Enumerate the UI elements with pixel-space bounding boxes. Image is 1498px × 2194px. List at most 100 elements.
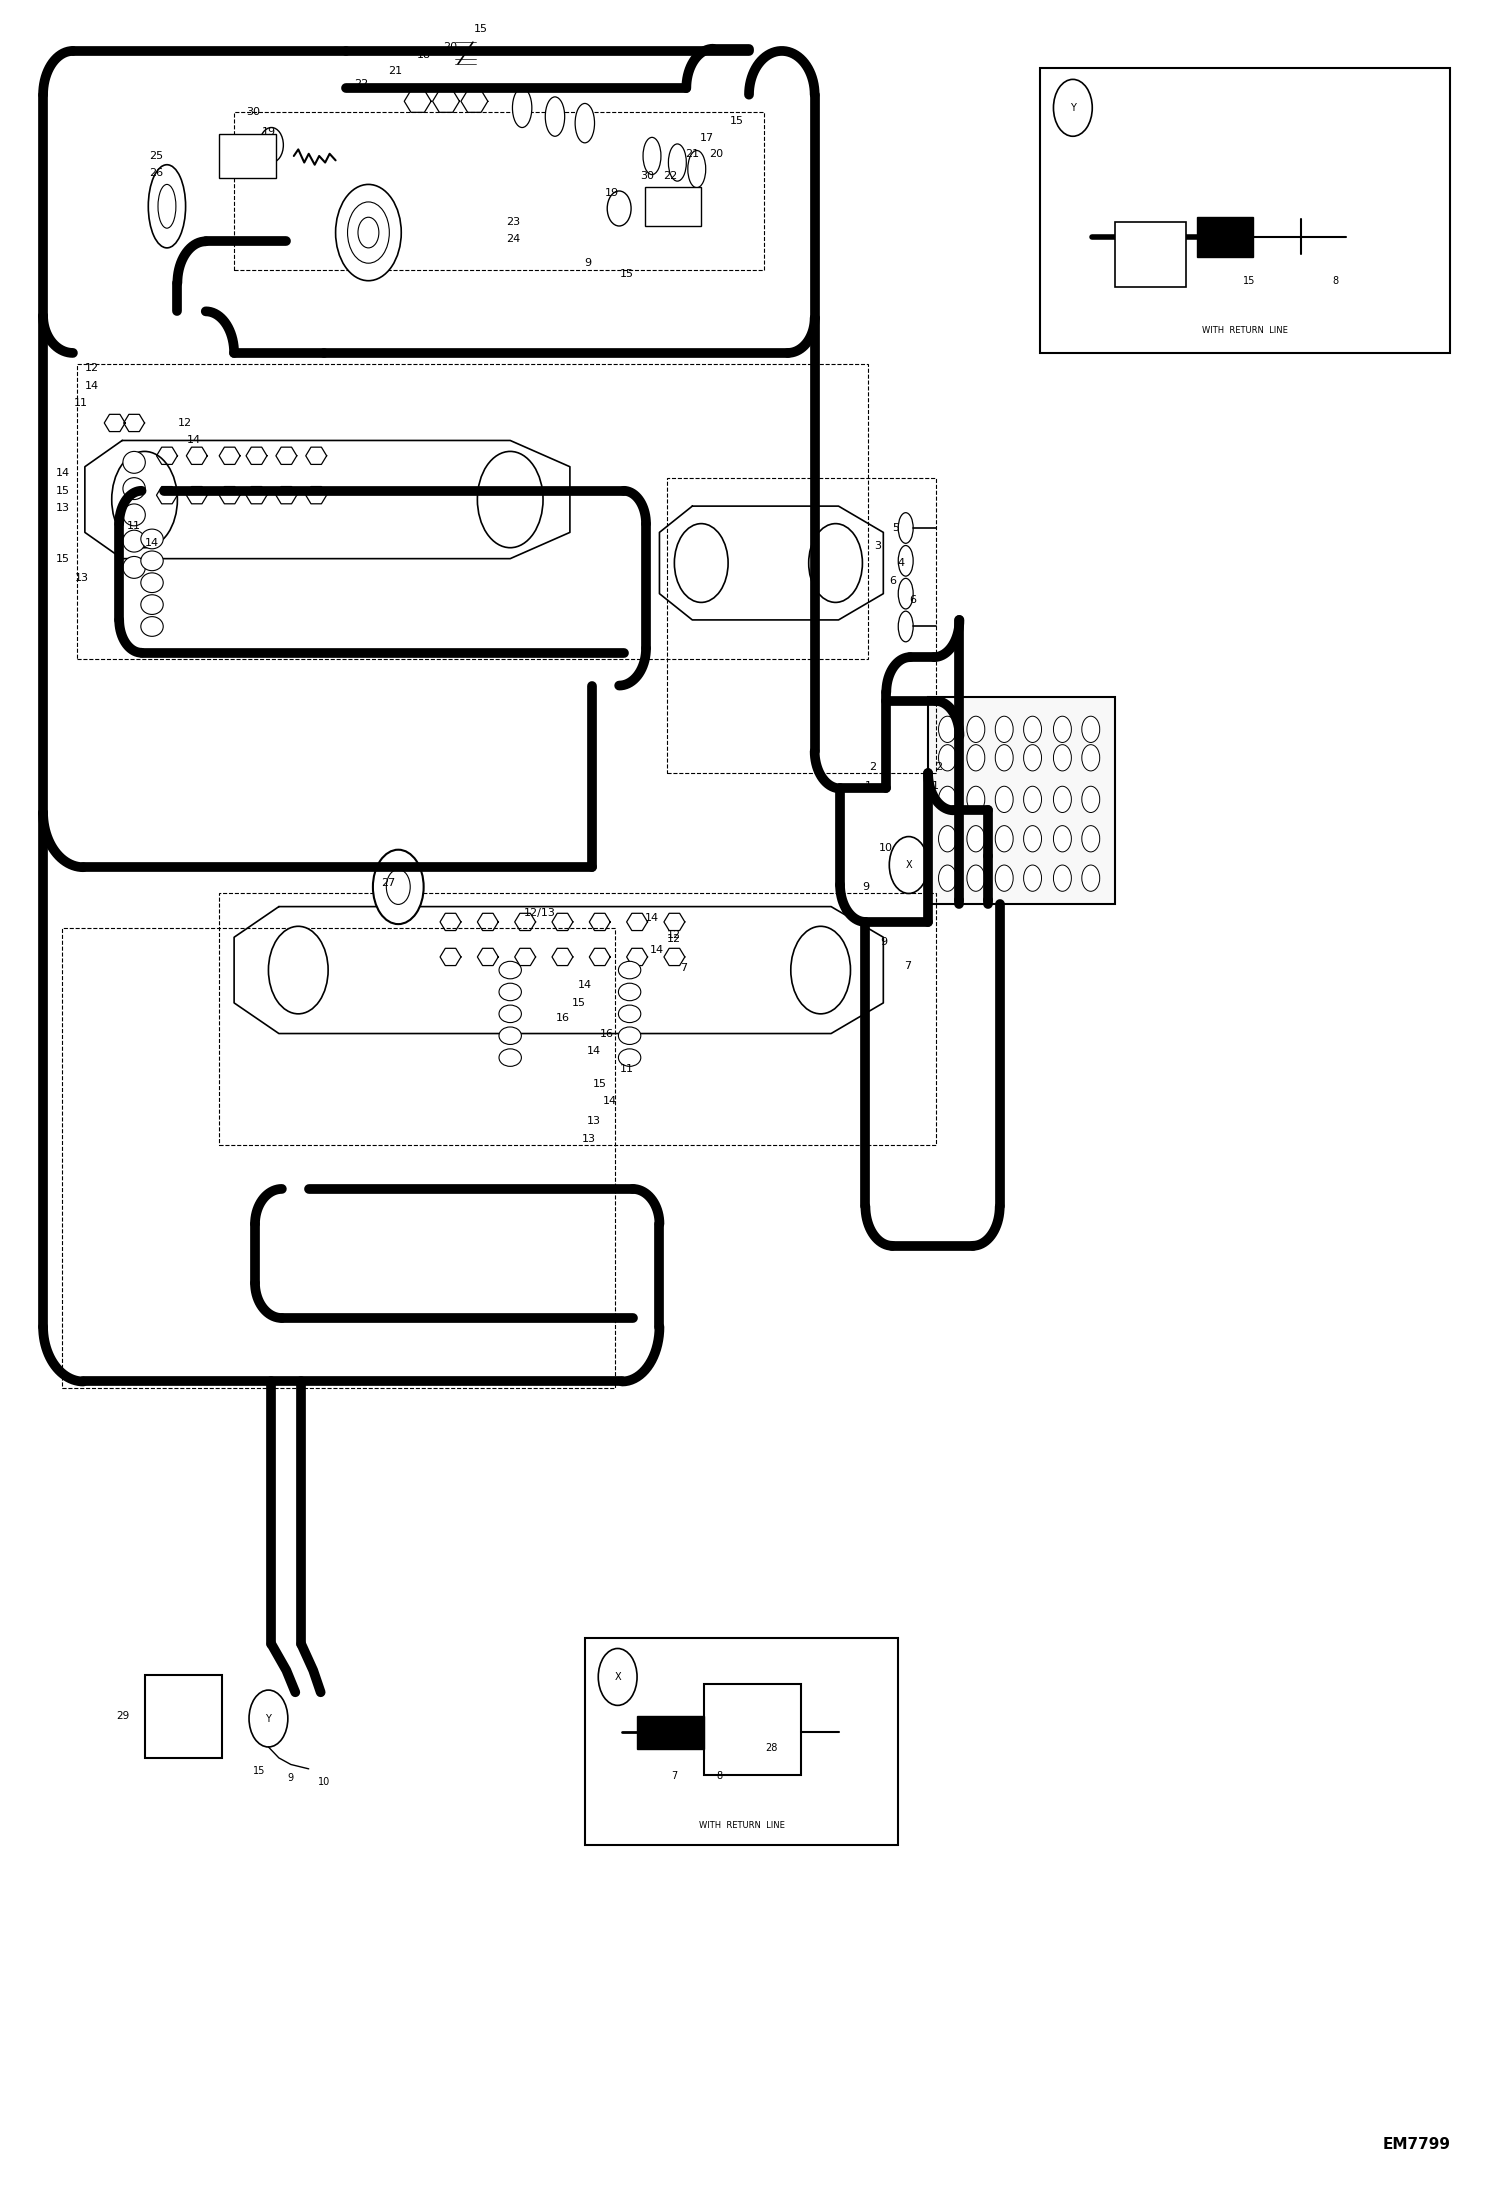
Text: 14: 14 bbox=[55, 467, 69, 478]
Text: 11: 11 bbox=[73, 399, 87, 408]
Text: 15: 15 bbox=[1243, 276, 1255, 287]
Ellipse shape bbox=[141, 529, 163, 548]
Circle shape bbox=[995, 864, 1013, 891]
Circle shape bbox=[268, 926, 328, 1014]
Circle shape bbox=[1053, 715, 1071, 742]
Ellipse shape bbox=[512, 88, 532, 127]
Ellipse shape bbox=[499, 961, 521, 979]
Ellipse shape bbox=[141, 617, 163, 636]
Text: 23: 23 bbox=[506, 217, 520, 226]
Text: 14: 14 bbox=[85, 382, 99, 391]
Text: 2: 2 bbox=[935, 761, 942, 772]
Text: 21: 21 bbox=[388, 66, 403, 75]
Ellipse shape bbox=[148, 165, 186, 248]
Text: 9: 9 bbox=[288, 1773, 294, 1782]
Text: 30: 30 bbox=[247, 108, 261, 116]
Circle shape bbox=[995, 785, 1013, 812]
Circle shape bbox=[112, 452, 177, 548]
Ellipse shape bbox=[499, 1027, 521, 1044]
Text: 12: 12 bbox=[85, 364, 99, 373]
Text: 1: 1 bbox=[864, 781, 872, 792]
Ellipse shape bbox=[157, 184, 175, 228]
Text: 15: 15 bbox=[572, 998, 586, 1007]
Ellipse shape bbox=[141, 595, 163, 614]
Text: 21: 21 bbox=[685, 149, 700, 158]
Text: 30: 30 bbox=[641, 171, 655, 180]
Bar bbox=[145, 1674, 222, 1757]
Bar bbox=[1040, 68, 1450, 353]
Text: 9: 9 bbox=[584, 259, 592, 268]
Circle shape bbox=[1023, 785, 1041, 812]
Ellipse shape bbox=[668, 145, 686, 182]
Circle shape bbox=[1023, 744, 1041, 770]
Circle shape bbox=[791, 926, 851, 1014]
Ellipse shape bbox=[123, 531, 145, 553]
Text: 20: 20 bbox=[443, 42, 457, 50]
Text: 19: 19 bbox=[261, 127, 276, 136]
Text: 24: 24 bbox=[506, 235, 520, 244]
Circle shape bbox=[966, 715, 984, 742]
Ellipse shape bbox=[123, 452, 145, 474]
Ellipse shape bbox=[899, 579, 914, 610]
Text: Y: Y bbox=[1070, 103, 1076, 112]
Text: 15: 15 bbox=[473, 24, 487, 35]
Text: 14: 14 bbox=[650, 946, 664, 954]
Bar bbox=[637, 1716, 704, 1749]
Text: 3: 3 bbox=[873, 540, 881, 551]
Circle shape bbox=[1082, 715, 1100, 742]
Text: 7: 7 bbox=[671, 1771, 677, 1782]
Text: 12: 12 bbox=[667, 930, 682, 939]
Circle shape bbox=[939, 825, 956, 851]
Text: 18: 18 bbox=[416, 50, 431, 59]
Text: 4: 4 bbox=[897, 557, 905, 568]
Ellipse shape bbox=[141, 573, 163, 592]
Circle shape bbox=[995, 715, 1013, 742]
Circle shape bbox=[939, 715, 956, 742]
Text: 15: 15 bbox=[55, 553, 69, 564]
Text: 19: 19 bbox=[605, 189, 619, 197]
Text: 26: 26 bbox=[148, 169, 163, 178]
Text: X: X bbox=[614, 1672, 622, 1683]
Bar bbox=[234, 112, 764, 270]
Text: 12: 12 bbox=[667, 935, 682, 943]
Circle shape bbox=[674, 524, 728, 603]
Text: 17: 17 bbox=[700, 134, 715, 143]
Text: 22: 22 bbox=[662, 171, 677, 180]
Bar bbox=[667, 478, 936, 772]
Ellipse shape bbox=[899, 612, 914, 643]
Ellipse shape bbox=[123, 478, 145, 500]
Bar bbox=[584, 1637, 899, 1845]
Ellipse shape bbox=[499, 983, 521, 1000]
Circle shape bbox=[1053, 785, 1071, 812]
Text: 7: 7 bbox=[839, 904, 846, 913]
Text: 12: 12 bbox=[178, 419, 192, 428]
Text: 6: 6 bbox=[888, 575, 896, 586]
Text: 12/13: 12/13 bbox=[524, 908, 556, 917]
Circle shape bbox=[966, 785, 984, 812]
Text: X: X bbox=[905, 860, 912, 871]
Circle shape bbox=[386, 869, 410, 904]
Text: 13: 13 bbox=[55, 502, 69, 513]
Ellipse shape bbox=[545, 97, 565, 136]
Circle shape bbox=[966, 825, 984, 851]
Circle shape bbox=[995, 825, 1013, 851]
Circle shape bbox=[995, 744, 1013, 770]
Circle shape bbox=[966, 744, 984, 770]
Circle shape bbox=[478, 452, 544, 548]
Bar bbox=[929, 695, 1115, 904]
Text: 15: 15 bbox=[620, 270, 634, 279]
Text: 25: 25 bbox=[148, 151, 163, 160]
Text: 7: 7 bbox=[905, 961, 911, 970]
Bar bbox=[1197, 217, 1254, 257]
Circle shape bbox=[1023, 864, 1041, 891]
Ellipse shape bbox=[899, 513, 914, 544]
Ellipse shape bbox=[619, 961, 641, 979]
Text: 10: 10 bbox=[879, 842, 893, 853]
Circle shape bbox=[809, 524, 863, 603]
Text: 11: 11 bbox=[620, 1064, 634, 1073]
Text: WITH  RETURN  LINE: WITH RETURN LINE bbox=[698, 1821, 785, 1830]
Circle shape bbox=[1053, 825, 1071, 851]
Text: 9: 9 bbox=[861, 882, 869, 893]
Text: 2: 2 bbox=[869, 761, 876, 772]
Ellipse shape bbox=[123, 505, 145, 527]
